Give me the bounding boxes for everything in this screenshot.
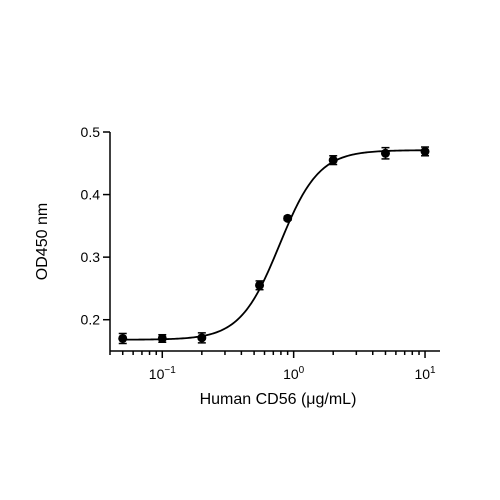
data-points xyxy=(118,146,430,345)
y-tick-label: 0.3 xyxy=(81,249,101,265)
data-point-group xyxy=(283,213,293,223)
data-point-group xyxy=(380,146,390,160)
data-point-group xyxy=(420,146,430,157)
data-point-group xyxy=(118,332,128,345)
y-tick-label: 0.4 xyxy=(81,187,101,203)
data-point xyxy=(328,155,338,165)
x-ticks: 10−1 100 101 xyxy=(109,351,436,382)
x-tick-label: 100 xyxy=(283,365,305,382)
y-tick-label: 0.5 xyxy=(81,124,101,140)
data-point-group xyxy=(255,280,265,291)
x-tick-label: 10−1 xyxy=(149,365,176,382)
data-point xyxy=(255,280,265,290)
data-point xyxy=(420,146,430,156)
data-point xyxy=(283,213,293,223)
axes xyxy=(109,132,440,352)
data-point-group xyxy=(157,333,167,343)
data-point xyxy=(118,333,128,343)
x-tick-label: 101 xyxy=(414,365,436,382)
y-axis-title: OD450 nm xyxy=(34,203,51,280)
x-axis-title: Human CD56 (μg/mL) xyxy=(200,391,357,408)
fit-curve xyxy=(122,149,426,341)
data-point-group xyxy=(197,332,207,344)
data-point-group xyxy=(328,155,338,166)
data-point xyxy=(197,333,207,343)
y-tick-label: 0.2 xyxy=(81,312,101,328)
data-point xyxy=(157,333,167,343)
data-point xyxy=(380,148,390,158)
y-ticks: 0.2 0.3 0.4 0.5 xyxy=(81,124,110,328)
